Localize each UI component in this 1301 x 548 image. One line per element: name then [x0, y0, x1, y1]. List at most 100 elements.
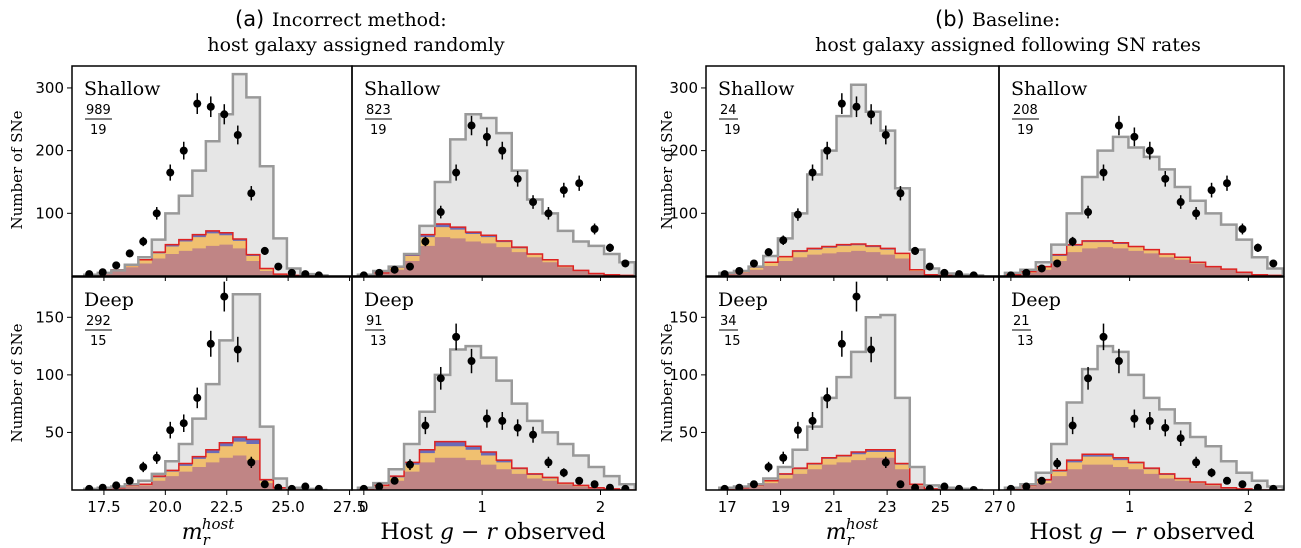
- model-fill: [84, 74, 328, 276]
- data-point: [867, 110, 876, 119]
- data-point: [166, 426, 175, 435]
- x-tick-label: 21: [824, 498, 843, 516]
- data-point: [605, 483, 614, 490]
- panel-label: Deep: [718, 289, 768, 311]
- x-tick-label: 2: [1244, 498, 1254, 516]
- data-point: [764, 462, 773, 471]
- data-point: [1145, 146, 1154, 155]
- fraction-numerator: 34: [720, 314, 737, 329]
- model-fill: [719, 84, 984, 276]
- data-point: [179, 419, 188, 428]
- plot-area: [83, 281, 328, 490]
- data-point: [421, 421, 430, 430]
- data-point: [274, 262, 283, 271]
- data-point: [852, 102, 861, 111]
- data-point: [359, 271, 368, 276]
- data-point: [969, 486, 978, 490]
- data-point: [764, 248, 773, 257]
- data-point: [125, 476, 134, 485]
- data-point: [544, 209, 553, 218]
- panel-frame: [998, 65, 1285, 277]
- data-point: [513, 423, 522, 432]
- group-a-tag: (a): [235, 7, 264, 31]
- plot-area: [1003, 323, 1284, 490]
- model-outline: [83, 293, 328, 490]
- fraction-denominator: 13: [1017, 334, 1034, 349]
- x-tick-label: 17: [718, 498, 737, 516]
- data-point: [749, 480, 758, 489]
- data-point: [1253, 243, 1262, 252]
- x-tick-label: 1: [477, 498, 487, 516]
- xlabel-a-gr: Host g − r observed: [380, 520, 605, 545]
- plot-area: [1003, 115, 1284, 276]
- data-point: [720, 484, 729, 490]
- data-point: [233, 345, 242, 354]
- data-point: [314, 484, 323, 490]
- x-tick-label: 25.0: [271, 498, 304, 516]
- model-outline: [83, 72, 329, 276]
- data-point: [925, 262, 934, 271]
- stack-pink: [357, 457, 635, 490]
- y-tick-label: 150: [669, 308, 698, 326]
- data-point: [152, 209, 161, 218]
- stack-outline: [1004, 453, 1283, 490]
- data-point: [1238, 224, 1247, 233]
- data-point: [544, 458, 553, 467]
- y-tick-label: 100: [669, 204, 698, 222]
- group-b-tag: (b): [935, 7, 965, 31]
- data-point: [940, 482, 949, 490]
- data-point: [1176, 198, 1185, 207]
- y-tick-label: 100: [35, 204, 64, 222]
- fraction-numerator: 21: [1013, 314, 1030, 329]
- panel-frame: [351, 65, 637, 277]
- plot-area: [718, 281, 984, 490]
- panel-b_shallow_m: Shallow 24 19 100 200 300: [669, 65, 1000, 281]
- data-point: [390, 265, 399, 274]
- data-point: [940, 268, 949, 276]
- panel-a_deep_m: Deep 292 15 17.5 20.0 22.5 25.0 27.5 50 100 150: [35, 276, 366, 516]
- fraction-numerator: 91: [366, 314, 383, 329]
- stack-pink: [84, 244, 328, 276]
- data-point: [314, 271, 323, 276]
- data-point: [1192, 458, 1201, 467]
- xlabel-b-mr-sup: host: [846, 515, 879, 533]
- group-b-title-line2: host galaxy assigned following SN rates: [815, 34, 1201, 56]
- data-point: [575, 476, 584, 485]
- group-a-title-line2: host galaxy assigned randomly: [207, 34, 505, 56]
- panel-label: Shallow: [1011, 78, 1088, 100]
- data-point: [590, 480, 599, 489]
- panel-b_deep_m: Deep 34 15 17 19 21 23 25 27 50 100 150: [669, 276, 1003, 516]
- group-b-title-line1: Baseline:: [972, 9, 1060, 31]
- plot-area: [356, 113, 636, 276]
- data-point: [529, 198, 538, 207]
- data-point: [112, 481, 121, 490]
- panel-frame: [998, 276, 1285, 491]
- data-point: [98, 268, 107, 276]
- data-point: [1022, 482, 1031, 490]
- data-point: [749, 259, 758, 268]
- data-point: [1037, 264, 1046, 273]
- data-point: [467, 121, 476, 130]
- data-point: [896, 189, 905, 198]
- data-point: [1006, 271, 1015, 276]
- xlabel-a-mr-sup: host: [202, 515, 235, 533]
- y-tick-label: 50: [45, 423, 64, 441]
- stack-pink: [719, 250, 984, 276]
- data-point: [301, 482, 310, 490]
- data-point: [274, 483, 283, 490]
- y-tick-label: 150: [35, 308, 64, 326]
- data-point: [139, 462, 148, 471]
- data-point: [779, 453, 788, 462]
- panel-b_deep_gr: Deep 21 13 0 1 2: [998, 276, 1285, 516]
- xlabel-b-gr-post: observed: [1146, 520, 1255, 545]
- data-point: [482, 414, 491, 423]
- data-point: [925, 484, 934, 490]
- data-point: [1269, 484, 1278, 490]
- data-point: [779, 236, 788, 245]
- xlabel-b-gr: Host g − r observed: [1029, 520, 1254, 545]
- panel-a_shallow_gr: Shallow 823 19: [351, 65, 637, 281]
- fraction-numerator: 208: [1013, 103, 1038, 118]
- panel-a_deep_gr: Deep 91 13 0 1 2: [351, 276, 637, 516]
- data-point: [467, 357, 476, 366]
- panel-label: Shallow: [84, 78, 161, 100]
